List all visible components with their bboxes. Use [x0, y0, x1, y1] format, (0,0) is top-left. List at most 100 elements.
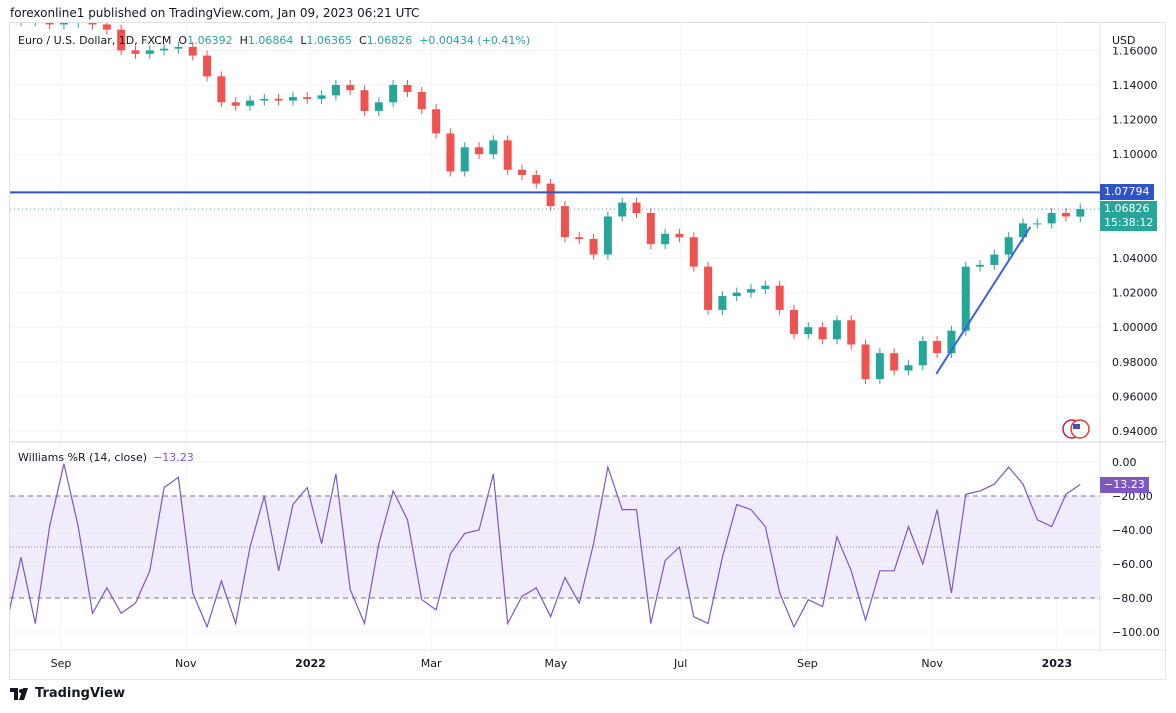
candle-body: [603, 216, 612, 255]
change-value: +0.00434 (+0.41%): [419, 34, 531, 47]
candle-body: [976, 264, 985, 267]
candle-body: [446, 133, 455, 172]
price-tick-label: 1.14000: [1112, 79, 1158, 92]
candle-body: [661, 233, 670, 245]
x-tick-label: May: [545, 657, 568, 670]
candle-body: [1004, 237, 1013, 255]
candle-body: [1061, 213, 1070, 217]
candle-body: [145, 50, 154, 54]
close-value: 1.06826: [366, 34, 413, 47]
brand-name: TradingView: [35, 686, 126, 701]
candle-body: [861, 344, 870, 380]
x-tick-label: 2023: [1042, 657, 1073, 670]
last-price-tag: 1.06826 15:38:12: [1100, 201, 1158, 231]
wr-tick-label: 0.00: [1112, 456, 1137, 469]
price-tick-label: 1.10000: [1112, 148, 1158, 161]
indicator-value-tag: −13.23: [1100, 477, 1149, 493]
x-tick-label: Jul: [673, 657, 687, 670]
candle-body: [88, 23, 97, 25]
flag-canton: [1073, 424, 1080, 429]
candle-body: [246, 100, 255, 106]
candle-body: [403, 85, 412, 92]
candle-body: [174, 46, 183, 49]
candle-body: [1076, 209, 1085, 217]
candle-body: [747, 289, 756, 293]
candle-body: [331, 85, 340, 96]
candle-body: [74, 21, 82, 23]
candle-body: [203, 55, 212, 77]
open-label: O: [178, 34, 188, 47]
candle-body: [360, 90, 369, 111]
candle-body: [274, 98, 283, 101]
wr-tick-label: −20.00: [1112, 490, 1153, 503]
x-tick-label: Mar: [421, 657, 442, 670]
candle-body: [489, 140, 498, 155]
price-tick-label: 1.16000: [1112, 44, 1158, 57]
williams-r-line: [10, 463, 1081, 629]
candle-body: [947, 330, 956, 354]
candle-body: [575, 237, 584, 239]
tradingview-logo-icon: [10, 687, 28, 700]
candle-body: [804, 327, 813, 335]
publisher-line: forexonline1 published on TradingView.co…: [10, 6, 420, 20]
candle-body: [832, 320, 841, 340]
candle-body: [303, 97, 312, 99]
candle-body: [775, 285, 784, 310]
price-tick-label: 1.12000: [1112, 114, 1158, 127]
candle-body: [317, 95, 326, 99]
candle-body: [689, 237, 698, 267]
candle-body: [346, 85, 355, 91]
indicator-name[interactable]: Williams %R (14, close): [18, 451, 148, 464]
x-tick-label: Nov: [175, 657, 197, 670]
candle-body: [789, 309, 798, 335]
x-tick-label: Sep: [797, 657, 818, 670]
candle-body: [961, 266, 970, 331]
candle-body: [818, 327, 827, 340]
x-tick-label: 2022: [295, 657, 326, 670]
candle-body: [704, 266, 713, 310]
candle-body: [546, 183, 555, 207]
close-label: C: [359, 34, 367, 47]
candle-body: [417, 91, 426, 110]
candle-body: [288, 97, 297, 101]
resistance-price-tag: 1.07794: [1100, 184, 1154, 200]
wr-tick-label: −40.00: [1112, 524, 1153, 537]
tradingview-logo[interactable]: TradingView: [10, 686, 125, 701]
candle-body: [904, 365, 913, 371]
candle-body: [3, 16, 11, 19]
x-tick-label: Nov: [921, 657, 943, 670]
candle-body: [646, 213, 655, 245]
price-tick-label: 0.96000: [1112, 390, 1158, 403]
price-tick-label: 0.98000: [1112, 356, 1158, 369]
candle-body: [517, 169, 526, 175]
wr-tick-label: −60.00: [1112, 558, 1153, 571]
candle-body: [918, 341, 927, 366]
symbol-legend: Euro / U.S. Dollar, 1D, FXCM O1.06392 H1…: [18, 34, 530, 47]
candle-body: [560, 206, 569, 238]
candle-body: [460, 147, 469, 172]
candle-body: [231, 102, 240, 106]
candle-body: [260, 98, 269, 101]
indicator-value: −13.23: [153, 451, 194, 464]
price-tick-label: 0.94000: [1112, 425, 1158, 438]
trendline: [935, 226, 1032, 375]
low-label: L: [300, 34, 307, 47]
candle-body: [890, 353, 899, 371]
candle-body: [632, 202, 641, 214]
candle-body: [131, 50, 140, 54]
candles: [3, 16, 1085, 385]
last-price: 1.06826: [1104, 202, 1150, 215]
price-tick-label: 1.04000: [1112, 252, 1158, 265]
candle-body: [117, 29, 126, 51]
candle-body: [432, 109, 441, 134]
candle-body: [761, 285, 770, 290]
candle-body: [675, 233, 684, 238]
symbol-title[interactable]: Euro / U.S. Dollar, 1D, FXCM: [18, 34, 172, 47]
high-label: H: [239, 34, 248, 47]
candle-body: [45, 23, 54, 25]
candle-body: [102, 24, 111, 30]
candle-body: [718, 296, 727, 310]
candle-body: [1047, 213, 1056, 224]
